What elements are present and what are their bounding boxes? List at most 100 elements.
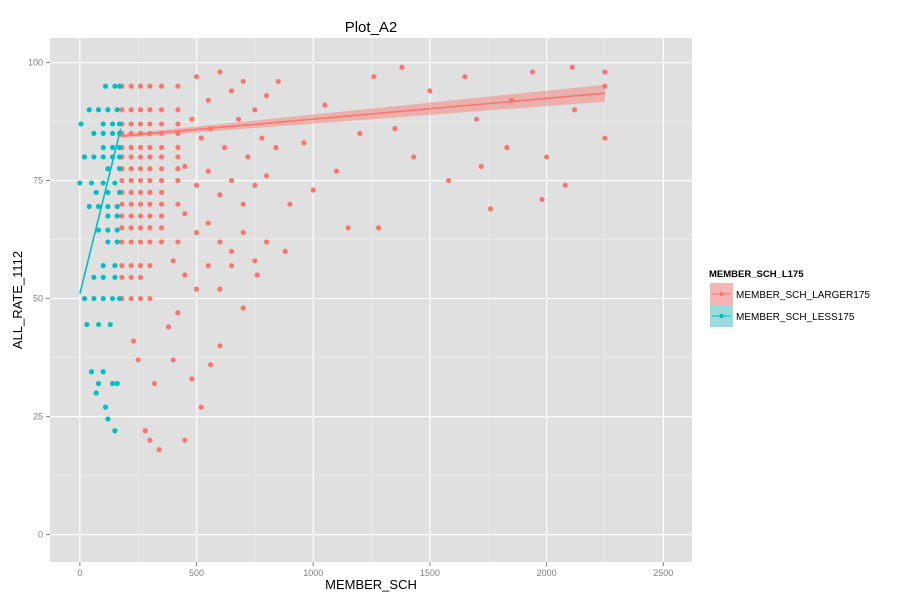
data-point-less175 [114, 239, 120, 245]
data-point-larger175 [539, 196, 545, 203]
data-point-larger175 [217, 239, 223, 245]
data-point-larger175 [137, 295, 144, 302]
data-point-larger175 [170, 357, 176, 363]
data-point-larger175 [119, 177, 125, 184]
data-point-larger175 [128, 107, 134, 113]
data-point-larger175 [147, 262, 153, 269]
data-point-larger175 [137, 225, 144, 231]
data-point-less175 [105, 213, 111, 219]
data-point-less175 [77, 180, 83, 186]
x-tick-label: 500 [189, 568, 204, 578]
data-point-larger175 [245, 154, 251, 160]
data-point-larger175 [254, 272, 260, 278]
data-point-less175 [95, 107, 102, 113]
data-point-larger175 [273, 144, 279, 151]
data-point-larger175 [147, 437, 153, 443]
data-point-less175 [91, 295, 97, 302]
data-point-larger175 [228, 248, 235, 254]
data-point-larger175 [158, 107, 165, 113]
data-point-larger175 [137, 274, 144, 280]
data-point-larger175 [259, 135, 265, 141]
data-point-larger175 [175, 121, 181, 127]
data-point-less175 [91, 274, 97, 280]
data-point-larger175 [147, 225, 153, 231]
y-tick-label: 100 [28, 58, 43, 68]
data-point-less175 [105, 239, 111, 245]
data-point-less175 [116, 295, 123, 302]
data-point-larger175 [217, 69, 223, 75]
legend-point-less175 [719, 313, 724, 319]
data-point-larger175 [193, 286, 200, 292]
data-point-larger175 [158, 239, 165, 245]
data-point-larger175 [182, 272, 188, 278]
data-point-larger175 [147, 213, 153, 219]
data-point-less175 [95, 203, 102, 210]
data-point-larger175 [217, 286, 223, 292]
data-point-larger175 [128, 295, 134, 302]
data-point-larger175 [137, 121, 144, 127]
data-point-larger175 [198, 135, 204, 141]
data-point-larger175 [263, 239, 270, 245]
data-point-larger175 [427, 88, 433, 94]
data-point-larger175 [240, 305, 246, 311]
data-point-larger175 [158, 225, 165, 231]
data-point-larger175 [147, 201, 153, 207]
data-point-less175 [93, 189, 99, 195]
x-tick-label: 2500 [653, 568, 673, 578]
data-point-less175 [100, 369, 106, 375]
data-point-larger175 [128, 166, 134, 172]
chart-title: Plot_A2 [345, 19, 398, 36]
data-point-less175 [91, 154, 97, 160]
data-point-larger175 [217, 343, 223, 349]
data-point-larger175 [158, 166, 165, 172]
data-point-larger175 [128, 239, 134, 245]
data-point-larger175 [147, 154, 153, 160]
data-point-less175 [116, 121, 123, 127]
data-point-larger175 [410, 154, 417, 160]
data-point-larger175 [205, 220, 211, 226]
data-point-larger175 [240, 201, 246, 207]
data-point-larger175 [189, 376, 195, 382]
data-point-larger175 [147, 83, 153, 89]
data-point-larger175 [137, 239, 144, 245]
data-point-less175 [105, 227, 111, 233]
data-point-larger175 [275, 78, 281, 85]
data-point-larger175 [399, 64, 405, 70]
data-point-larger175 [240, 229, 246, 236]
data-point-larger175 [137, 213, 144, 219]
data-point-less175 [95, 380, 102, 387]
data-point-larger175 [147, 107, 153, 113]
data-point-less175 [114, 227, 120, 233]
data-point-larger175 [228, 88, 235, 94]
y-tick-label: 75 [33, 176, 43, 186]
data-point-less175 [116, 154, 123, 160]
data-point-larger175 [147, 295, 153, 302]
data-point-less175 [112, 274, 118, 280]
data-point-larger175 [445, 177, 452, 184]
data-point-larger175 [128, 83, 134, 89]
data-point-larger175 [602, 135, 608, 141]
data-point-less175 [102, 404, 109, 410]
data-point-larger175 [252, 258, 258, 264]
data-point-larger175 [189, 116, 195, 122]
data-point-less175 [116, 166, 123, 172]
data-point-larger175 [128, 201, 134, 207]
data-point-larger175 [175, 144, 181, 151]
data-point-less175 [112, 83, 118, 89]
data-point-less175 [91, 130, 97, 136]
data-point-larger175 [147, 166, 153, 172]
data-point-larger175 [263, 173, 270, 179]
legend-title: MEMBER_SCH_L175 [709, 269, 804, 280]
data-point-less175 [116, 189, 123, 195]
data-point-larger175 [128, 144, 134, 151]
data-point-larger175 [205, 262, 211, 269]
data-point-larger175 [371, 74, 377, 80]
data-point-less175 [95, 321, 102, 328]
data-point-less175 [114, 213, 120, 219]
data-point-larger175 [128, 189, 134, 195]
fit-line-less175 [79, 128, 122, 295]
data-point-larger175 [175, 310, 181, 316]
data-point-larger175 [137, 177, 144, 184]
data-point-larger175 [130, 338, 137, 344]
